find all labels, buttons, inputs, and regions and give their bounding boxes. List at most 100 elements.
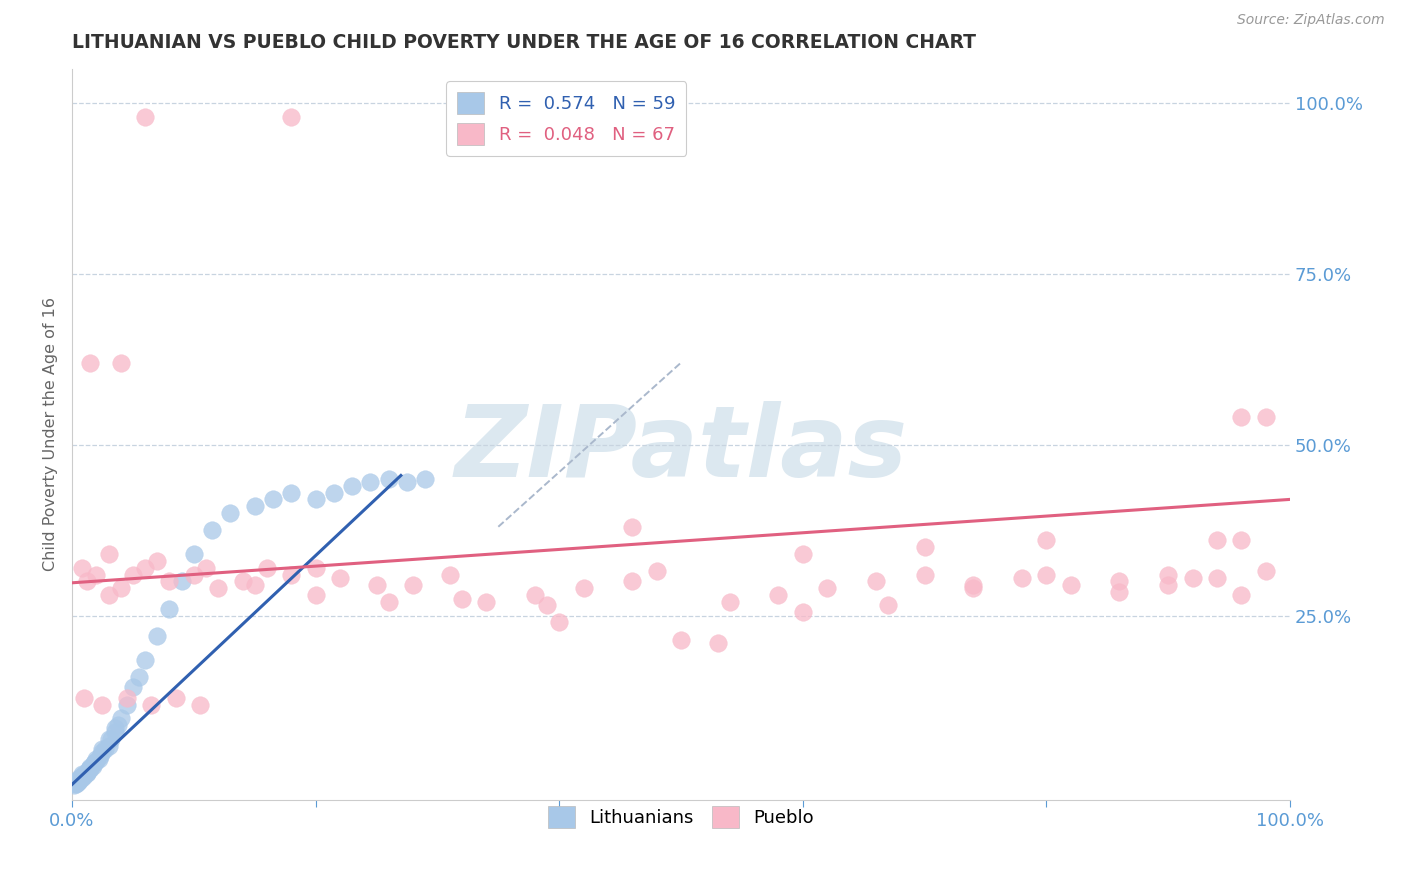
Point: [914, 567, 936, 582]
Point: [219, 506, 242, 520]
Point: [70, 561, 93, 575]
Point: [100, 731, 122, 746]
Point: [134, 653, 156, 667]
Point: [65, 776, 87, 790]
Point: [107, 718, 129, 732]
Point: [104, 724, 127, 739]
Point: [159, 574, 181, 589]
Point: [195, 561, 218, 575]
Point: [115, 698, 138, 712]
Point: [104, 722, 127, 736]
Point: [243, 500, 266, 514]
Point: [83, 756, 105, 770]
Point: [280, 485, 302, 500]
Point: [87, 752, 110, 766]
Point: [91, 742, 114, 756]
Point: [146, 554, 169, 568]
Point: [97, 739, 120, 753]
Point: [115, 690, 138, 705]
Point: [76, 574, 98, 589]
Point: [962, 578, 984, 592]
Point: [97, 547, 120, 561]
Point: [77, 763, 100, 777]
Point: [79, 763, 101, 777]
Point: [262, 492, 284, 507]
Point: [165, 690, 187, 705]
Point: [141, 698, 163, 712]
Point: [645, 564, 668, 578]
Point: [718, 595, 741, 609]
Point: [122, 681, 145, 695]
Point: [669, 632, 692, 647]
Point: [201, 523, 224, 537]
Point: [128, 670, 150, 684]
Point: [621, 520, 644, 534]
Point: [188, 698, 211, 712]
Point: [170, 574, 193, 589]
Point: [83, 756, 105, 770]
Point: [1108, 584, 1130, 599]
Point: [1254, 410, 1277, 425]
Point: [413, 472, 436, 486]
Point: [1206, 533, 1229, 548]
Point: [280, 110, 302, 124]
Point: [122, 567, 145, 582]
Text: ZIPatlas: ZIPatlas: [454, 401, 908, 498]
Point: [536, 599, 558, 613]
Point: [146, 629, 169, 643]
Point: [73, 690, 96, 705]
Point: [159, 601, 181, 615]
Point: [91, 698, 114, 712]
Point: [914, 541, 936, 555]
Point: [70, 772, 93, 786]
Point: [76, 765, 98, 780]
Point: [1060, 578, 1083, 592]
Point: [97, 731, 120, 746]
Point: [67, 775, 90, 789]
Point: [63, 776, 86, 790]
Point: [110, 582, 132, 596]
Point: [877, 599, 900, 613]
Point: [77, 763, 100, 777]
Point: [79, 760, 101, 774]
Point: [67, 772, 90, 787]
Point: [65, 777, 87, 791]
Point: [1230, 533, 1253, 548]
Point: [134, 561, 156, 575]
Point: [65, 774, 87, 789]
Point: [450, 591, 472, 606]
Point: [82, 759, 104, 773]
Point: [67, 772, 90, 786]
Point: [402, 578, 425, 592]
Text: LITHUANIAN VS PUEBLO CHILD POVERTY UNDER THE AGE OF 16 CORRELATION CHART: LITHUANIAN VS PUEBLO CHILD POVERTY UNDER…: [72, 33, 976, 52]
Point: [110, 356, 132, 370]
Point: [73, 767, 96, 781]
Point: [359, 475, 381, 490]
Point: [523, 588, 546, 602]
Point: [1230, 588, 1253, 602]
Point: [134, 110, 156, 124]
Point: [1157, 567, 1180, 582]
Point: [1108, 574, 1130, 589]
Point: [70, 767, 93, 781]
Point: [280, 567, 302, 582]
Point: [183, 547, 205, 561]
Point: [66, 776, 89, 790]
Point: [1181, 571, 1204, 585]
Point: [304, 561, 326, 575]
Point: [865, 574, 887, 589]
Point: [183, 567, 205, 582]
Point: [1035, 567, 1057, 582]
Point: [395, 475, 418, 490]
Point: [1230, 410, 1253, 425]
Point: [91, 745, 114, 759]
Point: [70, 769, 93, 783]
Point: [572, 582, 595, 596]
Y-axis label: Child Poverty Under the Age of 16: Child Poverty Under the Age of 16: [44, 297, 58, 572]
Point: [76, 765, 98, 780]
Point: [439, 567, 461, 582]
Point: [86, 567, 108, 582]
Point: [962, 582, 984, 596]
Point: [73, 769, 96, 783]
Point: [1206, 571, 1229, 585]
